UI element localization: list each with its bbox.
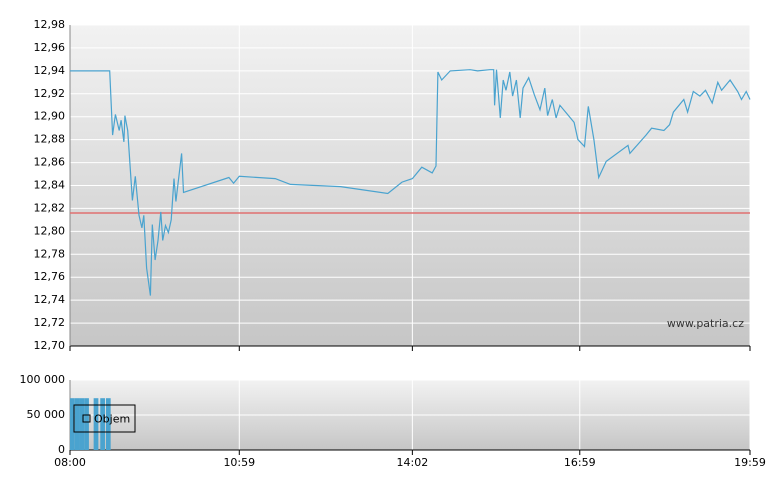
x-tick-label: 10:59 (223, 456, 255, 469)
volume-bar (93, 398, 99, 450)
volume-bar (84, 398, 89, 450)
y-tick-label: 12,92 (34, 87, 66, 100)
legend-box (73, 404, 136, 433)
y-tick-label: 12,96 (34, 41, 66, 54)
watermark: www.patria.cz (667, 317, 744, 330)
y-tick-label: 12,78 (34, 247, 66, 260)
volume-bar (100, 398, 105, 450)
y-tick-label: 12,80 (34, 224, 66, 237)
y-tick-label: 12,90 (34, 110, 66, 123)
x-tick-label: 19:59 (734, 456, 766, 469)
volume-bar (70, 398, 75, 450)
y-tick-label: 12,72 (34, 316, 66, 329)
price-line (70, 69, 751, 296)
legend-label: Objem (94, 413, 130, 426)
y-tick-label: 0 (58, 443, 65, 456)
y-tick-label: 12,94 (34, 64, 66, 77)
y-tick-label: 12,84 (34, 179, 66, 192)
y-tick-label: 100 000 (20, 373, 66, 386)
volume-bar (79, 398, 85, 450)
y-tick-label: 12,74 (34, 293, 66, 306)
x-tick-label: 08:00 (54, 456, 86, 469)
volume-bar (74, 398, 80, 450)
y-tick-label: 12,98 (34, 18, 66, 31)
y-tick-label: 12,70 (34, 339, 66, 352)
y-tick-label: 50 000 (27, 408, 66, 421)
y-tick-label: 12,76 (34, 270, 66, 283)
volume-bar (105, 398, 111, 450)
y-tick-label: 12,86 (34, 156, 66, 169)
legend-swatch (82, 414, 91, 423)
x-tick-label: 16:59 (564, 456, 596, 469)
x-tick-label: 14:02 (397, 456, 429, 469)
y-tick-label: 12,82 (34, 201, 66, 214)
y-tick-label: 12,88 (34, 133, 66, 146)
